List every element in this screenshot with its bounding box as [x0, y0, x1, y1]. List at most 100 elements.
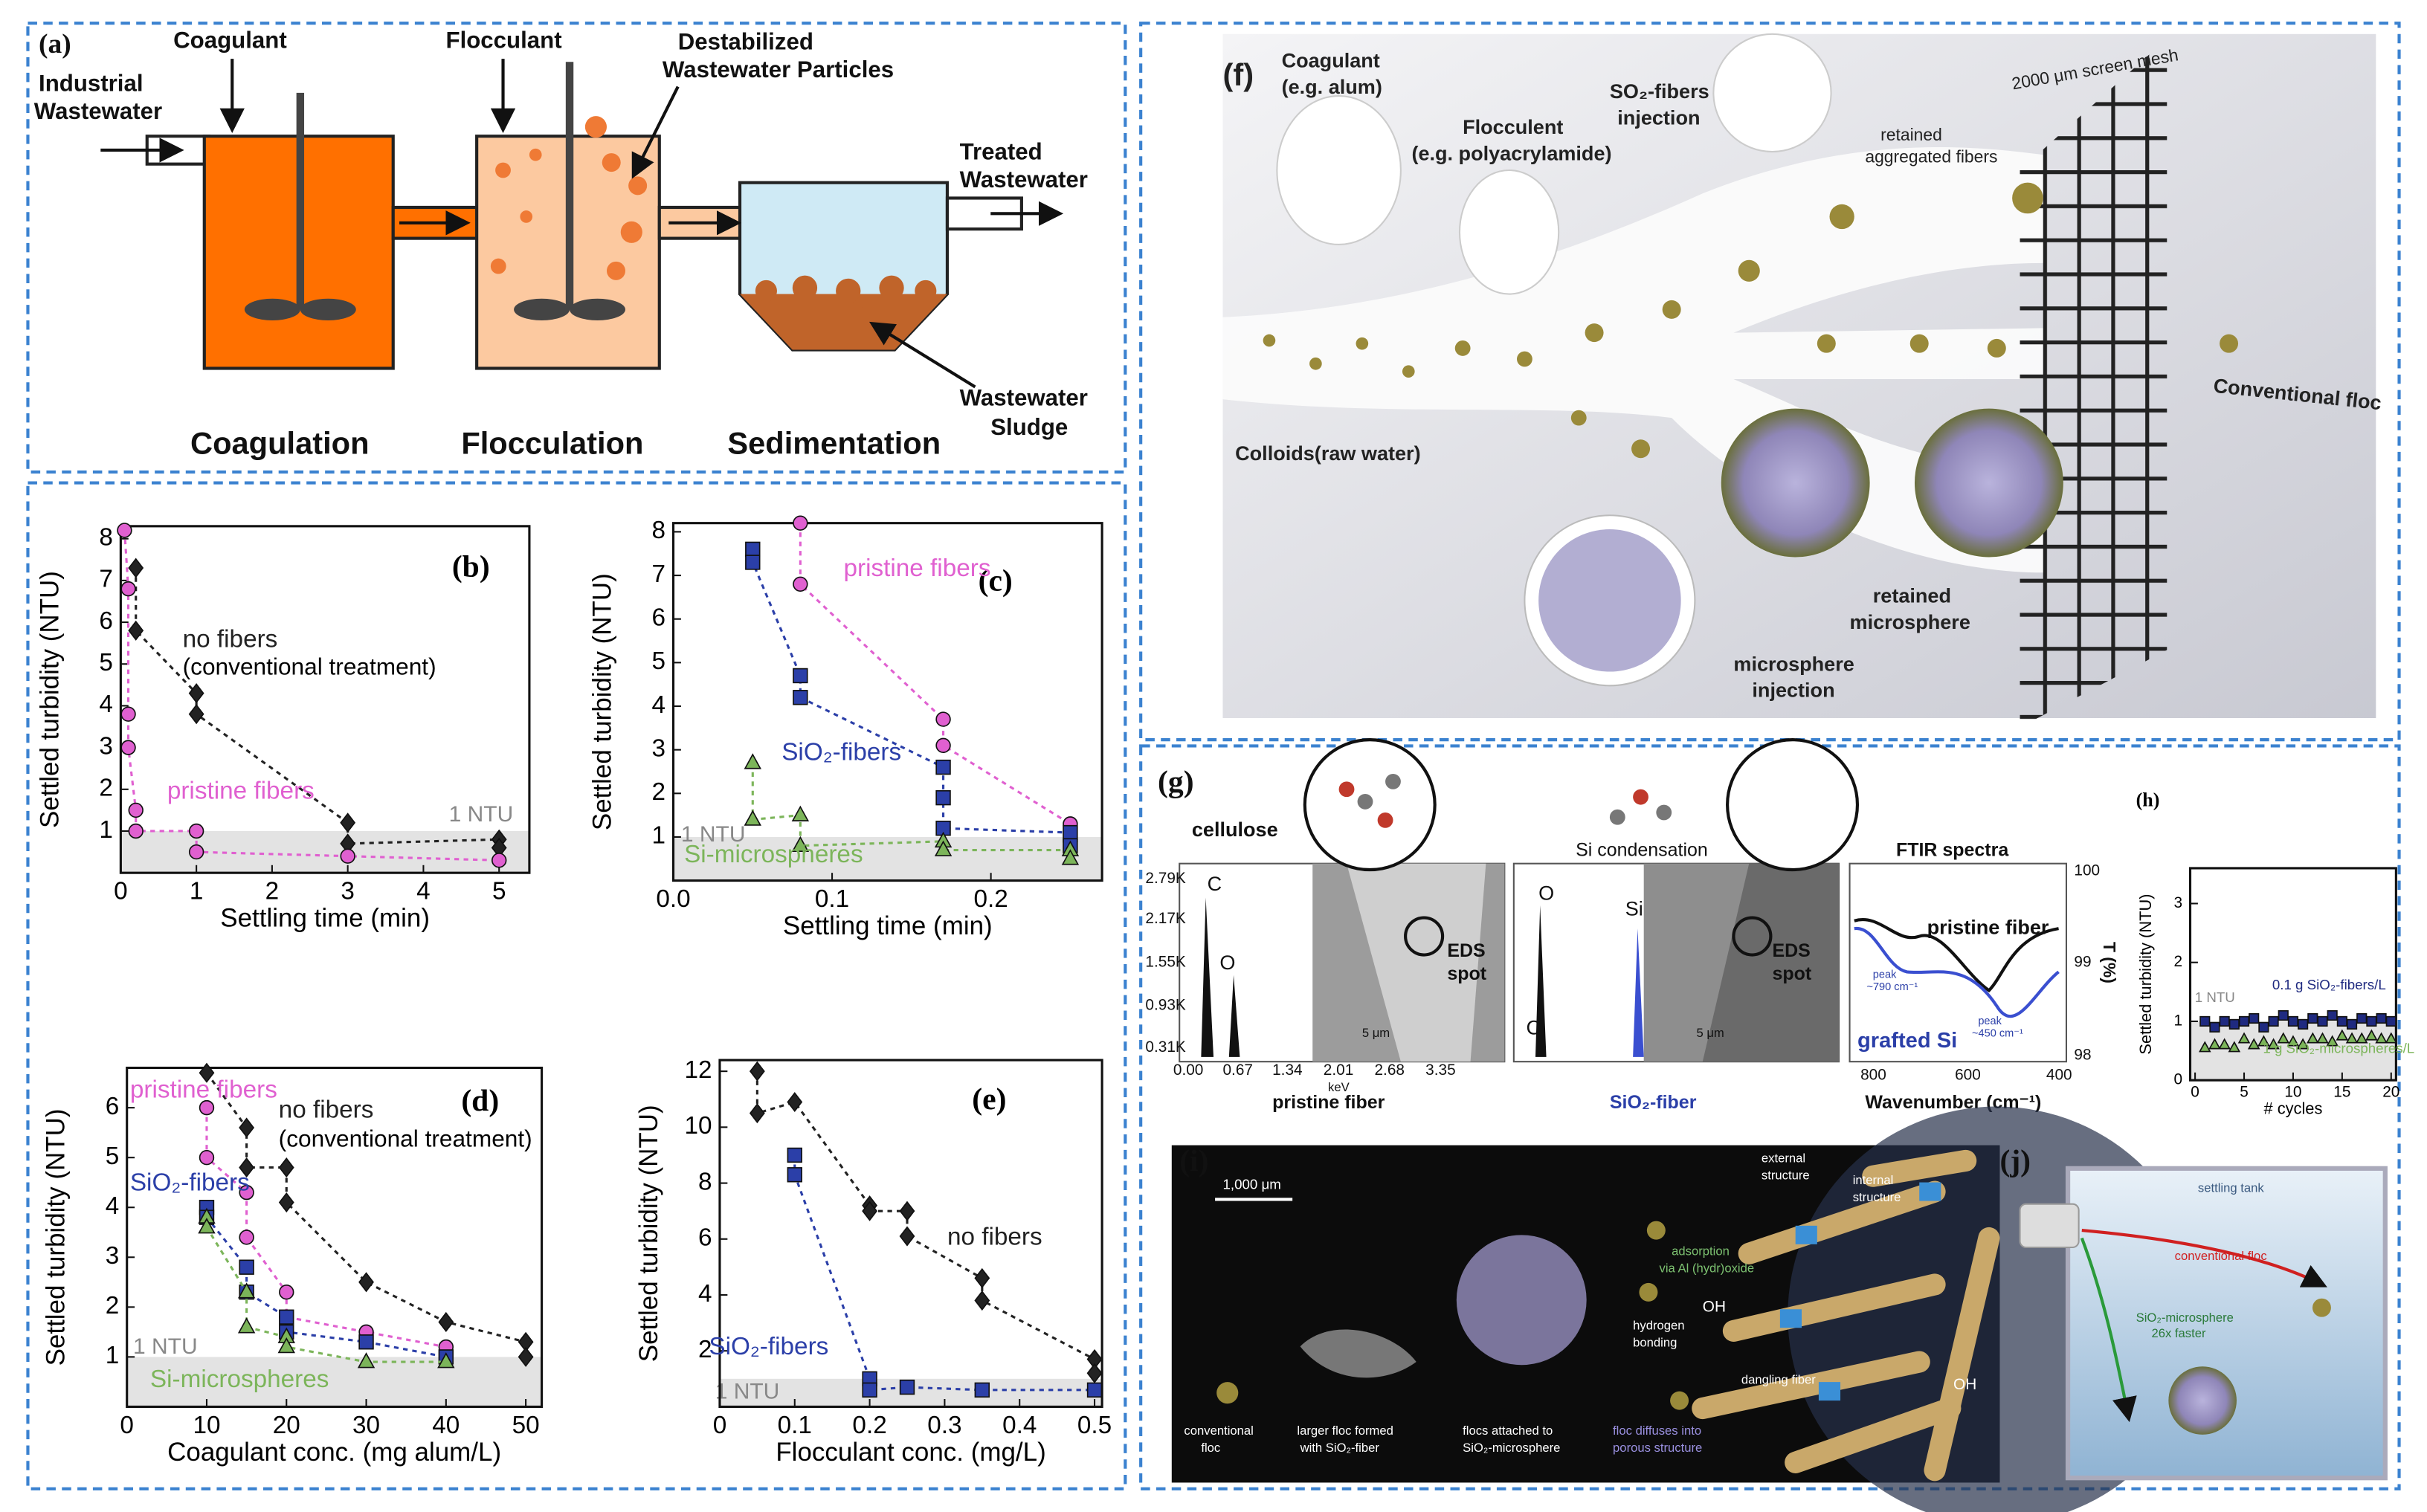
label: SO₂-fibers: [1610, 80, 1709, 103]
tick-label: 0.93K: [1145, 997, 1185, 1014]
label: OH: [1953, 1376, 1976, 1393]
marker: [2228, 1018, 2240, 1030]
marker: [2365, 1029, 2378, 1041]
label: with SiO₂-fiber: [1300, 1441, 1380, 1455]
marker: [787, 1167, 802, 1183]
series-label: SiO₂-fibers: [709, 1333, 828, 1360]
marker: [974, 1290, 990, 1311]
y-tick-label: 2: [106, 1292, 120, 1319]
marker: [791, 805, 810, 821]
label: structure: [1762, 1169, 1810, 1183]
marker: [2345, 1032, 2359, 1044]
tick-label: 100: [2074, 862, 2100, 879]
marker: [237, 1282, 256, 1299]
marker: [745, 541, 761, 558]
threshold-band: [2190, 1021, 2397, 1081]
marker: [974, 1267, 990, 1288]
marker: [357, 1352, 376, 1369]
threshold-label: 1 NTU: [2195, 989, 2235, 1005]
label: O: [1219, 952, 1235, 974]
label: conventional floc: [2175, 1249, 2267, 1263]
marker: [358, 1334, 374, 1350]
marker: [935, 759, 951, 775]
marker: [2355, 1032, 2368, 1044]
label: retained: [1873, 585, 1951, 607]
label: pristine fiber: [1927, 916, 2049, 938]
marker: [862, 1382, 877, 1398]
marker: [1063, 824, 1078, 841]
label: flocs attached to: [1463, 1424, 1553, 1438]
x-tick-label: 10: [2284, 1083, 2301, 1100]
axis-label: T (%): [2100, 942, 2119, 983]
plot-frame: [119, 525, 531, 874]
y-tick-label: 8: [652, 517, 666, 544]
series-label: pristine fibers: [843, 555, 990, 582]
marker: [239, 1230, 254, 1245]
marker: [199, 1099, 215, 1116]
marker: [2366, 1015, 2377, 1027]
panel-label: (h): [2136, 789, 2160, 810]
panel-label: (a): [39, 29, 71, 59]
label: peak: [1978, 1015, 2002, 1027]
y-tick-label: 4: [652, 691, 666, 719]
tick-label: 400: [2046, 1066, 2072, 1083]
y-tick-label: 2: [698, 1336, 712, 1363]
marker: [2199, 1041, 2211, 1053]
y-tick-label: 6: [698, 1224, 712, 1252]
label: SiO₂-fiber: [1610, 1092, 1697, 1113]
x-tick-label: 0: [114, 878, 128, 905]
marker: [2327, 1009, 2338, 1021]
y-tick-label: 1: [99, 816, 113, 844]
marker: [2296, 1038, 2310, 1050]
panel-label: (f): [1222, 57, 1254, 92]
y-tick-label: 6: [652, 604, 666, 631]
label: peak: [1873, 969, 1897, 980]
marker: [188, 844, 204, 860]
label: Si: [1625, 897, 1643, 920]
y-tick-label: 2: [2174, 953, 2183, 970]
label: (e.g. polyacrylamide): [1411, 142, 1611, 164]
label: Destabilized: [678, 29, 813, 55]
marker: [2385, 1032, 2398, 1044]
panel-f: (f) Coagulant (e.g. alum) Flocculent (e.…: [1222, 33, 2382, 728]
trend-line: [123, 530, 500, 862]
label: Colloids(raw water): [1235, 442, 1420, 465]
marker: [2286, 1035, 2300, 1047]
label: floc diffuses into: [1613, 1424, 1701, 1438]
marker: [491, 853, 507, 868]
label: Coagulant: [173, 27, 287, 53]
x-tick-label: 2: [265, 878, 280, 905]
x-tick-label: 0.2: [973, 885, 1008, 913]
x-tick-label: 5: [2240, 1083, 2249, 1100]
x-tick-label: 0: [713, 1412, 727, 1439]
marker: [793, 690, 808, 705]
marker: [358, 1272, 374, 1293]
marker: [2258, 1021, 2269, 1033]
marker: [2278, 1009, 2289, 1021]
y-tick-label: 1: [106, 1342, 120, 1369]
label: via Al (hydr)oxide: [1660, 1261, 1755, 1276]
y-tick-label: 5: [652, 647, 666, 675]
marker: [120, 581, 136, 597]
label: Wastewater: [960, 167, 1088, 193]
marker: [237, 1317, 256, 1334]
label: retained: [1880, 125, 1942, 144]
label: C: [1526, 1017, 1541, 1039]
plot-frame: [718, 1059, 1103, 1408]
y-axis-label: Settled turbidity (NTU): [587, 573, 616, 830]
scale-label: 5 μm: [1362, 1026, 1390, 1040]
marker: [1061, 849, 1080, 865]
y-tick-label: 3: [652, 734, 666, 762]
threshold-label: 1 NTU: [133, 1334, 198, 1359]
label: conventional: [1184, 1424, 1253, 1438]
x-tick-label: 0.3: [927, 1412, 961, 1439]
marker: [935, 789, 951, 806]
x-tick-label: 4: [416, 878, 431, 905]
y-axis-label: Settled turbidity (NTU): [42, 1109, 71, 1366]
panel-label: (b): [452, 550, 490, 584]
y-tick-label: 2: [652, 778, 666, 806]
y-tick-label: 6: [106, 1093, 120, 1120]
marker: [278, 1192, 294, 1213]
